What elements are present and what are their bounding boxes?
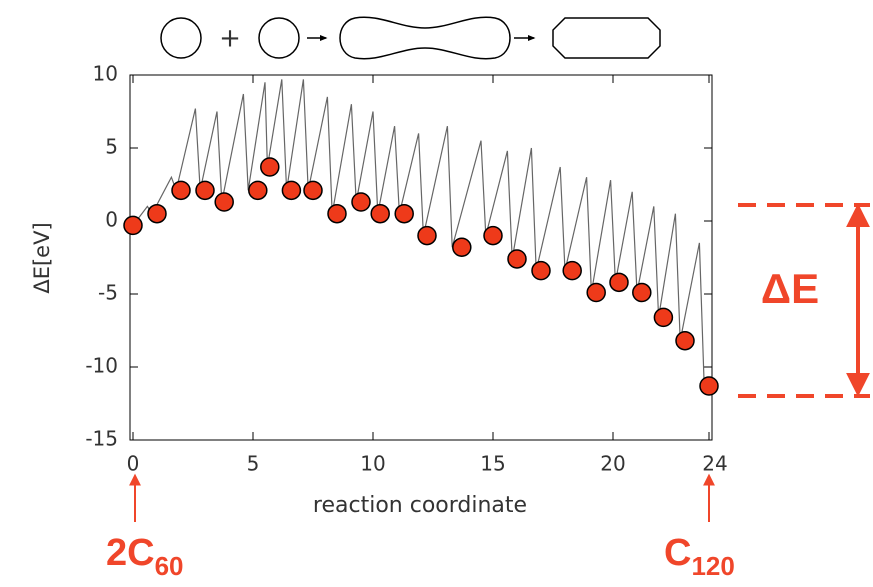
- x-tick-label: 24: [702, 452, 727, 476]
- point: [214, 192, 234, 212]
- point: [281, 180, 302, 201]
- point: [260, 157, 280, 177]
- point: [147, 203, 167, 224]
- schematic: [160, 16, 661, 60]
- point: [675, 330, 695, 351]
- y-tick-label: 5: [105, 135, 118, 159]
- point: [303, 180, 323, 201]
- x-tick-label: 0: [127, 452, 140, 476]
- point: [394, 203, 414, 224]
- y-tick-label: -10: [85, 354, 118, 378]
- point: [123, 215, 143, 236]
- y-tick-label: 0: [105, 208, 118, 232]
- y-tick-label: 10: [93, 62, 118, 86]
- y-axis-label: ΔE[eV]: [30, 222, 54, 293]
- point: [507, 249, 527, 269]
- end-label: C120: [664, 532, 735, 581]
- point: [483, 225, 503, 246]
- y-tick-label: -5: [98, 281, 118, 305]
- schematic-plus: +: [219, 24, 241, 54]
- point: [531, 260, 551, 281]
- point: [562, 260, 582, 281]
- delta-e-bracket: [129, 203, 870, 522]
- point: [699, 376, 719, 396]
- energy-line: [132, 79, 709, 387]
- x-axis-label: reaction coordinate: [313, 493, 527, 518]
- end-label-main: C: [664, 532, 691, 574]
- y-tick-label: -15: [85, 427, 118, 451]
- start-label: 2C60: [106, 532, 184, 581]
- point: [653, 307, 674, 328]
- point: [327, 203, 347, 224]
- x-tick-label: 10: [360, 452, 385, 476]
- delta-e-label: ΔE: [761, 265, 819, 312]
- point: [452, 237, 472, 258]
- point: [171, 180, 191, 201]
- point: [370, 203, 390, 224]
- plot-frame: [129, 74, 713, 441]
- start-label-sub: 60: [155, 551, 184, 581]
- x-tick-label: 5: [247, 452, 260, 476]
- x-tick-label: 15: [480, 452, 505, 476]
- point: [417, 225, 437, 246]
- end-label-sub: 120: [691, 551, 734, 581]
- point: [586, 282, 606, 303]
- start-label-main: 2C: [106, 532, 155, 574]
- point: [609, 272, 629, 293]
- point: [632, 282, 652, 303]
- point: [351, 192, 371, 212]
- point: [248, 180, 268, 201]
- point: [195, 180, 215, 201]
- x-tick-label: 20: [600, 452, 625, 476]
